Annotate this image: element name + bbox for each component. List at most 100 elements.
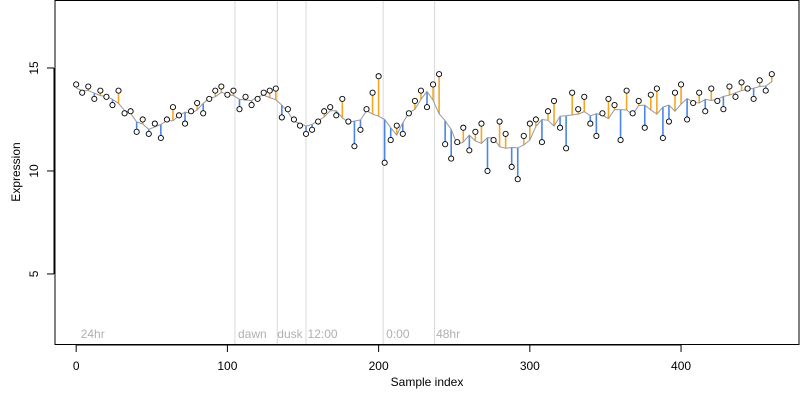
data-point <box>647 91 654 98</box>
data-point <box>538 139 545 146</box>
data-point <box>581 93 588 100</box>
data-point <box>339 95 346 102</box>
y-axis: 5 10 15 <box>27 61 55 277</box>
data-point <box>738 79 745 86</box>
data-point <box>333 112 340 119</box>
data-point <box>484 167 491 175</box>
data-point <box>750 95 757 102</box>
data-point <box>508 163 515 170</box>
data-point <box>411 97 418 104</box>
data-point <box>115 87 122 94</box>
x-tick-label: 300 <box>520 359 540 373</box>
data-point <box>436 71 443 78</box>
data-point <box>696 89 703 96</box>
data-point <box>169 104 177 111</box>
data-point <box>163 116 170 123</box>
group-label: 12:00 <box>308 327 338 341</box>
data-point <box>188 108 195 115</box>
data-point <box>375 73 382 80</box>
data-point <box>429 81 437 88</box>
data-point <box>442 141 449 148</box>
data-point <box>302 130 310 137</box>
data-point <box>472 128 479 135</box>
data-point <box>145 130 152 137</box>
data-point <box>97 87 104 94</box>
data-point <box>290 116 297 123</box>
x-tick-label: 0 <box>73 359 80 373</box>
data-point <box>617 137 624 144</box>
group-label: 24hr <box>81 327 105 341</box>
data-point <box>181 120 189 127</box>
data-point <box>91 95 98 102</box>
data-point <box>278 114 285 121</box>
data-point <box>393 122 400 129</box>
data-point <box>599 110 606 117</box>
data-point <box>684 116 691 123</box>
data-point <box>157 134 164 142</box>
deviation-segments <box>75 74 773 180</box>
data-point <box>121 110 128 117</box>
x-axis: 0 100 200 300 400 <box>73 344 691 373</box>
data-point <box>254 95 261 102</box>
data-point <box>399 130 406 137</box>
group-labels: 24hr dawn dusk 12:00 0:00 48hr <box>81 327 460 341</box>
data-point <box>127 108 134 115</box>
y-axis-label: Expression <box>9 142 23 201</box>
data-point <box>351 143 358 150</box>
x-tick-label: 400 <box>671 359 691 373</box>
data-point <box>103 93 110 100</box>
data-point <box>496 118 503 125</box>
data-point <box>490 137 497 144</box>
data-point <box>79 89 86 96</box>
data-point <box>327 104 334 111</box>
data-point <box>284 106 291 113</box>
data-point <box>85 83 92 90</box>
y-tick-label: 5 <box>27 270 41 277</box>
data-point <box>272 85 279 92</box>
data-point <box>478 120 485 127</box>
data-point <box>133 128 140 135</box>
data-point <box>708 85 715 92</box>
data-point <box>641 124 648 131</box>
data-point <box>321 108 328 115</box>
data-point <box>762 87 769 94</box>
data-point <box>212 87 219 94</box>
data-point <box>218 83 225 90</box>
data-point <box>635 97 642 104</box>
data-point <box>550 97 558 104</box>
data-point <box>690 99 697 107</box>
data-point <box>569 89 576 96</box>
data-point <box>296 122 304 129</box>
data-point <box>659 134 666 142</box>
data-point <box>502 130 509 137</box>
data-point <box>526 120 533 127</box>
group-boundary-lines <box>234 0 436 344</box>
data-point <box>139 116 146 123</box>
group-label: dawn <box>238 327 267 341</box>
data-point <box>532 116 539 123</box>
data-point <box>744 85 751 92</box>
data-point <box>557 124 564 131</box>
data-point <box>448 155 455 162</box>
data-point <box>381 159 388 166</box>
plot-frame <box>54 0 800 345</box>
data-point <box>230 87 237 94</box>
group-label: 48hr <box>436 327 460 341</box>
data-point <box>260 89 267 96</box>
data-point <box>671 89 679 96</box>
data-point <box>593 132 600 140</box>
x-tick-label: 200 <box>369 359 389 373</box>
data-point <box>309 126 316 133</box>
data-point <box>405 110 412 117</box>
data-point <box>611 102 618 109</box>
data-point <box>357 126 364 133</box>
data-points <box>73 71 775 183</box>
data-point <box>677 81 685 88</box>
data-point <box>387 137 394 144</box>
data-point <box>109 102 116 109</box>
data-point <box>248 102 255 109</box>
data-point <box>623 87 630 94</box>
data-point <box>726 83 733 90</box>
x-axis-label: Sample index <box>391 375 464 389</box>
